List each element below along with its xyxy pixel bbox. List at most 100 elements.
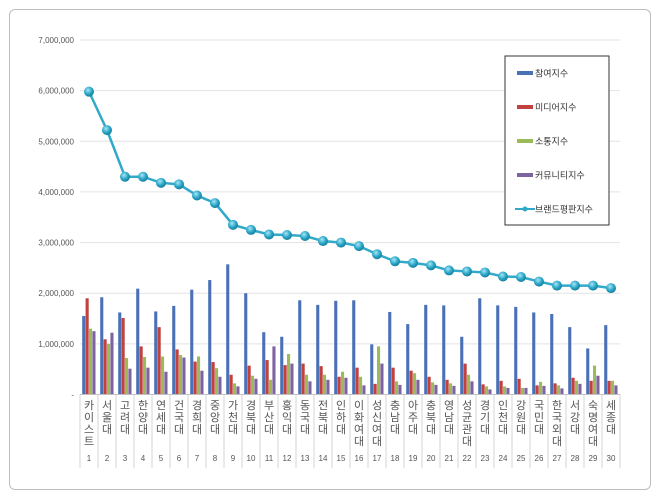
line-point-23 <box>480 267 490 278</box>
bar-4-22 <box>470 381 474 395</box>
bar-1-12 <box>280 336 284 395</box>
bar-3-2 <box>107 343 111 395</box>
bar-4-19 <box>416 379 420 395</box>
bar-3-1 <box>89 328 93 395</box>
bar-3-24 <box>503 386 507 395</box>
line-point-21 <box>444 265 454 276</box>
bar-3-27 <box>557 385 561 395</box>
bar-1-28 <box>568 327 572 395</box>
bar-2-29 <box>589 380 593 395</box>
rank-label: 9 <box>231 454 236 463</box>
y-tick-label: 1,000,000 <box>38 340 74 349</box>
line-point-26 <box>534 276 544 287</box>
legend-label: 소통지수 <box>535 137 568 148</box>
bar-1-5 <box>154 311 158 395</box>
bar-1-18 <box>388 311 392 395</box>
rank-label: 3 <box>123 454 128 463</box>
bar-1-17 <box>370 344 374 395</box>
rank-label: 13 <box>301 454 310 463</box>
bar-4-4 <box>146 367 150 395</box>
bar-4-11 <box>272 346 276 395</box>
rank-label: 26 <box>535 454 544 463</box>
rank-label: 19 <box>409 454 418 463</box>
bar-1-20 <box>424 304 428 395</box>
rank-label: 20 <box>427 454 436 463</box>
bar-3-19 <box>413 373 417 395</box>
bar-4-12 <box>290 363 294 395</box>
bar-4-10 <box>254 378 258 395</box>
line-point-27 <box>552 280 562 291</box>
bar-4-30 <box>614 385 618 395</box>
bar-3-14 <box>323 374 327 395</box>
line-point-10 <box>246 224 256 235</box>
bar-4-21 <box>452 385 456 395</box>
bar-3-13 <box>305 374 309 395</box>
bar-2-9 <box>229 374 233 395</box>
bar-3-25 <box>521 387 525 395</box>
bar-3-5 <box>161 356 165 395</box>
bar-1-8 <box>208 280 212 395</box>
line-point-30 <box>606 283 616 294</box>
y-tick-label: 3,000,000 <box>38 239 74 248</box>
legend-label: 커뮤니티지수 <box>535 171 585 182</box>
rank-label: 27 <box>553 454 562 463</box>
rank-label: 24 <box>499 454 508 463</box>
line-point-12 <box>282 229 292 240</box>
rank-label: 18 <box>391 454 400 463</box>
rank-label: 17 <box>373 454 382 463</box>
line-point-1 <box>84 86 94 97</box>
bar-2-23 <box>481 384 485 395</box>
bar-1-1 <box>82 316 86 395</box>
bar-2-5 <box>157 327 161 395</box>
bar-4-29 <box>596 375 600 395</box>
y-tick-label: 2,000,000 <box>38 289 74 298</box>
bar-4-20 <box>434 384 438 395</box>
rank-label: 10 <box>247 454 256 463</box>
bar-1-14 <box>316 304 320 395</box>
rank-label: 7 <box>195 454 200 463</box>
y-tick-label: - <box>71 391 74 400</box>
legend-label: 미디어지수 <box>535 103 576 114</box>
line-point-24 <box>498 271 508 282</box>
bar-4-24 <box>506 387 510 395</box>
line-point-20 <box>426 260 436 271</box>
bar-3-17 <box>377 346 381 395</box>
y-tick-label: 4,000,000 <box>38 188 74 197</box>
rank-label: 4 <box>141 454 146 463</box>
bar-4-5 <box>164 371 168 395</box>
bar-3-4 <box>143 357 147 395</box>
bar-3-6 <box>179 354 183 395</box>
bar-3-30 <box>611 380 615 395</box>
legend-swatch <box>517 139 533 143</box>
y-tick-label: 5,000,000 <box>38 137 74 146</box>
bar-1-30 <box>604 325 608 395</box>
bar-4-1 <box>92 331 96 395</box>
rank-label: 25 <box>517 454 526 463</box>
bar-4-6 <box>182 357 186 395</box>
bar-4-23 <box>488 389 492 395</box>
bar-2-21 <box>445 379 449 395</box>
bar-1-16 <box>352 300 356 395</box>
bar-2-26 <box>535 385 539 395</box>
bar-2-17 <box>373 383 377 395</box>
bar-2-27 <box>553 383 557 395</box>
bar-3-3 <box>125 358 129 395</box>
line-point-3 <box>120 171 130 182</box>
legend-swatch <box>517 71 533 75</box>
bar-4-27 <box>560 388 564 395</box>
line-point-6 <box>174 179 184 190</box>
bar-4-3 <box>128 368 132 395</box>
legend-swatch <box>517 173 533 177</box>
bar-1-4 <box>136 288 140 395</box>
bar-1-26 <box>532 312 536 395</box>
